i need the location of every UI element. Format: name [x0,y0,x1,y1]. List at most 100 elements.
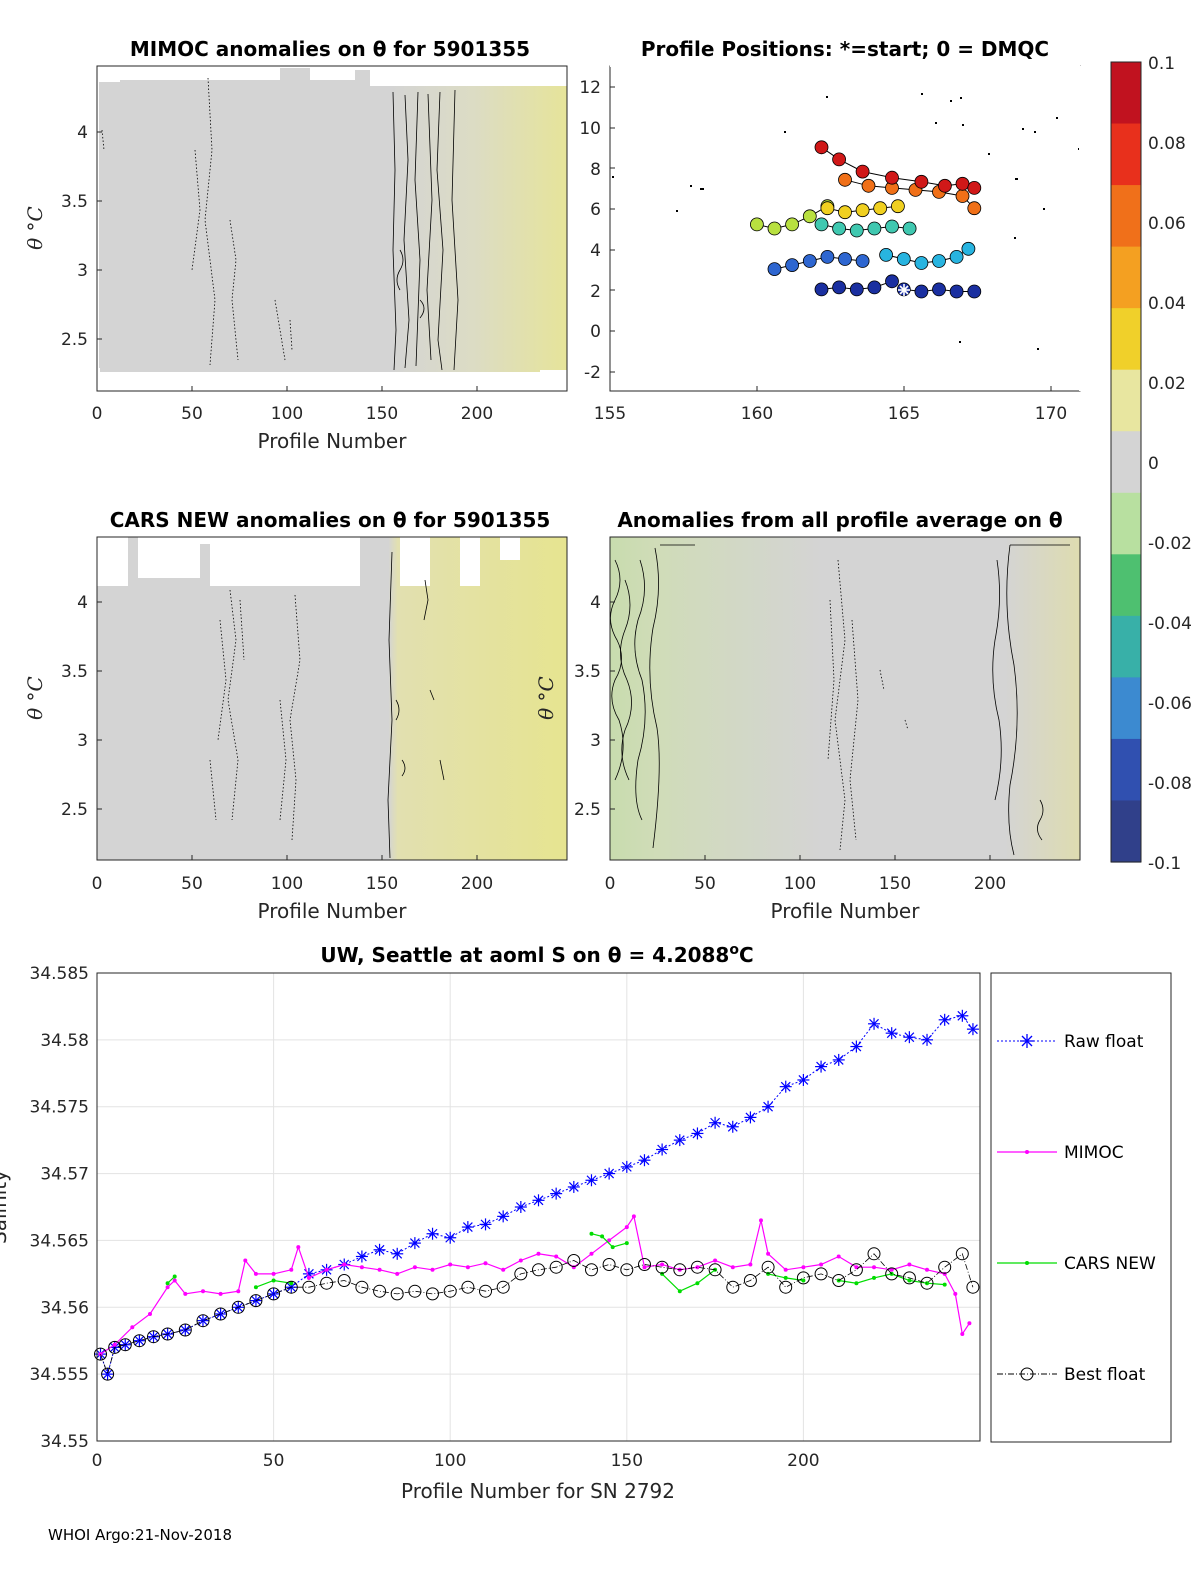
cars-contours [209,551,445,859]
cars-yticks: 2.5 3 3.5 4 [61,593,88,820]
mimoc-point [518,1258,523,1263]
raw-float-point [744,1111,757,1124]
raw-float-point [956,1009,969,1022]
cars-new-point [783,1275,788,1280]
mimoc-point [642,1265,647,1270]
series-line [661,1269,716,1292]
raw-float-point [355,1250,368,1263]
best-float-point [620,1263,634,1277]
best-float-point [214,1307,228,1321]
mimoc-ytick: 4 [77,123,88,143]
raw-float-point [726,1120,739,1133]
profile-position-point [849,223,864,238]
cars-tick-marks [96,601,478,860]
mimoc-point [236,1289,241,1294]
salinity-xtick: 50 [263,1451,285,1471]
mimoc-point [377,1267,382,1272]
mimoc-point [536,1251,541,1256]
colorbar-tick: 0.1 [1148,54,1175,74]
profile-position-point [867,280,882,295]
mimoc-point [296,1245,301,1250]
positions-ytick: 10 [579,119,601,139]
profile-position-point [873,201,888,216]
raw-float-point [196,1314,209,1327]
legend-entry-mimoc: MIMOC [997,1143,1124,1163]
mimoc-point [889,1267,894,1272]
mimoc-point [172,1278,177,1283]
best-float-point [390,1287,404,1301]
cars-new-point [942,1282,947,1287]
salinity-axes-box [96,972,981,1442]
mimoc-point [695,1265,700,1270]
colorbar-box [1110,61,1142,863]
raw-float-point [938,1013,951,1026]
mimoc-point [836,1254,841,1259]
mimoc-point [967,1321,972,1326]
mimoc-point [819,1262,824,1267]
best-float-point [532,1263,545,1277]
mimoc-ytick: 3.5 [61,192,88,212]
legend-label: CARS NEW [1064,1254,1156,1274]
raw-float-point [656,1143,669,1156]
raw-float-point [373,1243,386,1256]
best-float-point [426,1287,439,1301]
profile-position-point [896,252,911,266]
best-float-point [496,1280,510,1294]
profile-position-point [955,189,970,203]
best-float-point [902,1271,916,1285]
profile-position-point [914,256,929,270]
cars-xlabel: Profile Number [258,899,408,923]
salinity-series [94,1009,980,1381]
best-float-point [585,1263,598,1277]
colorbar-band [1111,738,1141,802]
best-float-point [638,1258,651,1271]
colorbar-tick: -0.06 [1148,694,1192,714]
positions-ytick: 0 [590,322,601,342]
mimoc-point [430,1267,435,1272]
allavg-ytick: 4 [590,593,601,613]
mimoc-point [395,1271,400,1276]
legend-entry-best: Best float [997,1365,1146,1385]
best-float-point [743,1274,757,1287]
allavg-panel: Anomalies from all profile average on θ … [534,508,1081,923]
best-float-point [938,1260,952,1274]
cars-new-point [271,1278,276,1283]
best-float-point [161,1327,175,1341]
cars-ytick: 3.5 [61,662,88,682]
profile-position-point [802,254,817,268]
salinity-xtick: 100 [434,1451,466,1471]
legend-label: MIMOC [1064,1143,1124,1163]
cars-axes-box [96,536,568,861]
mimoc-point [271,1271,276,1276]
best-float-point [178,1323,192,1337]
mimoc-point [766,1251,771,1256]
mimoc-anomaly-field [99,68,567,372]
best-float-point [443,1284,457,1298]
profile-position-point [855,164,870,179]
positions-ytick: 4 [590,241,601,261]
profile-position-point [949,284,964,299]
best-float-point [284,1280,298,1294]
cars-panel: CARS NEW anomalies on θ for 5901355 0 50… [23,508,568,923]
profile-position-point [767,262,782,277]
mimoc-point [306,1275,311,1280]
cars-title: CARS NEW anomalies on θ for 5901355 [110,508,551,532]
mimoc-point [872,1265,876,1270]
mimoc-point [342,1262,347,1267]
legend-dot-icon [1025,1261,1029,1265]
salinity-ytick: 34.585 [30,964,89,984]
legend-entry-raw: Raw float [997,1032,1144,1052]
raw-float-point [214,1307,227,1320]
positions-tracks [750,140,982,299]
best-float-point [320,1276,334,1290]
positions-ytick: 6 [590,200,601,220]
best-float-point [955,1247,969,1261]
colorbar-band [1111,677,1141,740]
profile-position-point [820,249,835,264]
mimoc-point [713,1258,718,1263]
mimoc-ytick: 2.5 [61,330,88,350]
positions-xtick: 165 [888,404,920,424]
allavg-xtick: 200 [974,874,1006,894]
mimoc-point [501,1267,506,1272]
best-float-point [337,1274,351,1287]
